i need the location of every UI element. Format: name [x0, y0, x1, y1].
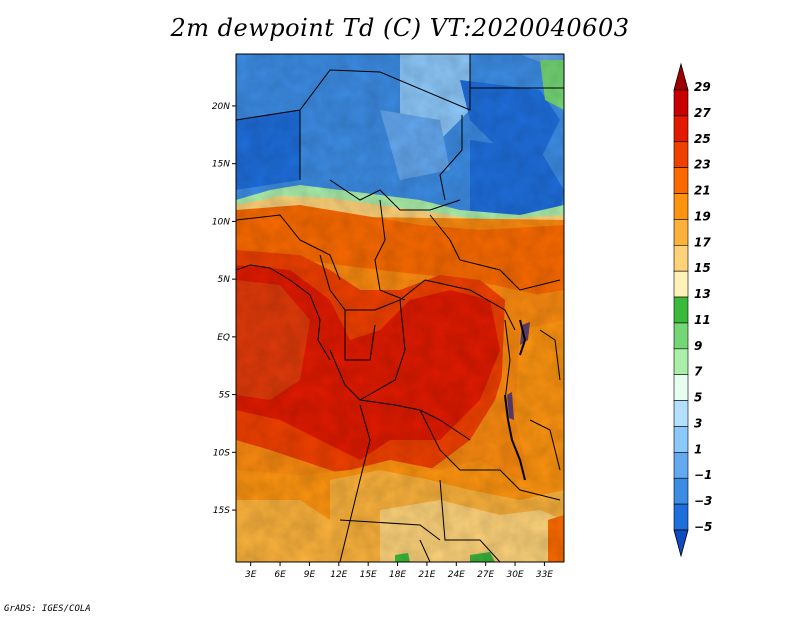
lon-label: 3E — [245, 570, 257, 580]
colorbar-swatch — [673, 270, 689, 298]
colorbar-label: 21 — [694, 184, 711, 198]
colorbar-label: 13 — [694, 287, 711, 301]
lon-label: 18E — [389, 570, 406, 580]
lon-label: 27E — [477, 570, 494, 580]
lat-axis: 20N 15N 10N 5N EQ 5S 10S 15S — [212, 102, 236, 516]
colorbar-label: 17 — [694, 235, 711, 249]
colorbar-label: 1 — [694, 442, 702, 456]
colorbar-label: 23 — [694, 158, 711, 172]
lon-label: 6E — [274, 570, 286, 580]
map-frame — [235, 53, 565, 563]
colorbar-swatch — [673, 219, 689, 246]
colorbar-label: 27 — [694, 106, 711, 120]
lon-axis: 3E 6E 9E 12E 15E 18E 21E 24E 27E 30E 33E — [245, 562, 553, 580]
colorbar-swatch — [673, 348, 689, 376]
lon-label: 21E — [418, 570, 435, 580]
colorbar-swatch — [673, 244, 689, 272]
lat-label: EQ — [217, 333, 230, 343]
colorbar-label: −5 — [694, 520, 712, 534]
lat-label: 5N — [218, 275, 231, 285]
colorbar-swatch — [673, 115, 689, 143]
lat-label: 20N — [212, 102, 230, 112]
lat-label: 15S — [213, 506, 230, 516]
colorbar-swatch — [673, 322, 689, 350]
map-title: 2m dewpoint Td (C) VT:2020040603 — [170, 14, 630, 42]
colorbar-label: 19 — [694, 209, 711, 223]
lon-label: 9E — [304, 570, 316, 580]
colorbar-swatch — [673, 167, 689, 194]
colorbar-swatch — [673, 452, 689, 479]
colorbar-swatch — [673, 503, 689, 531]
colorbar-swatch — [673, 400, 689, 427]
colorbar-label: 15 — [694, 261, 711, 275]
lon-label: 33E — [536, 570, 553, 580]
colorbar-swatch — [673, 141, 689, 168]
lat-label: 5S — [219, 391, 231, 401]
colorbar-arrow-top — [673, 62, 689, 91]
colorbar-swatch — [673, 296, 689, 324]
colorbar-label: 7 — [694, 365, 703, 379]
lat-label: 10S — [213, 448, 230, 458]
lon-label: 15E — [360, 570, 377, 580]
colorbar-swatch — [673, 374, 689, 401]
colorbar-label: 29 — [694, 80, 711, 94]
colorbar-label: 3 — [694, 416, 702, 430]
lon-label: 12E — [330, 570, 347, 580]
lon-label: 24E — [448, 570, 465, 580]
colorbar-label: 25 — [694, 132, 711, 146]
colorbar-swatch — [673, 477, 689, 505]
colorbar: 29 27 25 23 21 19 17 15 13 11 9 7 5 3 1 −1 −3 −5 — [673, 62, 712, 558]
colorbar-label: 11 — [694, 313, 711, 327]
lon-label: 30E — [506, 570, 523, 580]
colorbar-label: 9 — [694, 339, 702, 353]
colorbar-swatch — [673, 426, 689, 453]
colorbar-arrow-bottom — [673, 529, 689, 558]
colorbar-label: −1 — [694, 468, 712, 482]
lat-label: 15N — [212, 160, 230, 170]
grads-credit: GrADS: IGES/COLA — [4, 604, 91, 614]
colorbar-label: −3 — [694, 494, 712, 508]
colorbar-label: 5 — [694, 391, 702, 405]
colorbar-swatch — [673, 193, 689, 220]
colorbar-swatch — [673, 89, 689, 117]
lat-label: 10N — [212, 217, 230, 227]
dewpoint-field — [236, 54, 564, 562]
